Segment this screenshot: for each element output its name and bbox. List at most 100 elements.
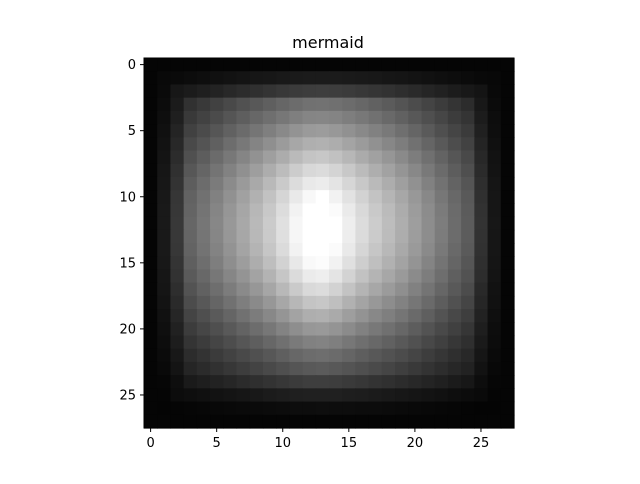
heatmap-cell: [395, 97, 409, 112]
heatmap-cell: [421, 137, 436, 152]
heatmap-cell: [276, 282, 290, 297]
heatmap-cell: [262, 388, 277, 403]
heatmap-cell: [421, 401, 436, 416]
heatmap-cell: [461, 269, 475, 284]
heatmap-cell: [196, 163, 211, 178]
heatmap-cell: [210, 229, 224, 244]
heatmap-cell: [315, 401, 330, 416]
heatmap-cell: [434, 71, 449, 86]
heatmap-cell: [196, 229, 211, 244]
heatmap-cell: [196, 84, 211, 99]
heatmap-cell: [381, 335, 396, 350]
heatmap-cell: [500, 243, 515, 257]
heatmap-cell: [461, 110, 475, 125]
heatmap-cell: [249, 216, 264, 231]
heatmap-cell: [447, 150, 462, 165]
heatmap-cell: [157, 282, 172, 297]
heatmap-cell: [183, 203, 198, 218]
heatmap-cell: [302, 84, 317, 99]
heatmap-cell: [236, 348, 251, 363]
heatmap-cell: [196, 150, 211, 165]
heatmap-cell: [368, 348, 383, 363]
heatmap-cell: [434, 124, 449, 138]
heatmap-cell: [276, 361, 290, 376]
heatmap-cell: [183, 361, 198, 376]
heatmap-cell: [381, 110, 396, 125]
heatmap-cell: [329, 322, 343, 337]
heatmap-cell: [262, 282, 277, 297]
heatmap-cell: [500, 124, 515, 138]
y-tick-label: 20: [119, 322, 136, 337]
heatmap-cell: [144, 176, 158, 191]
heatmap-cell: [144, 309, 158, 323]
heatmap-cell: [342, 71, 357, 86]
heatmap-cell: [249, 256, 264, 271]
heatmap-cell: [421, 176, 436, 191]
heatmap-cell: [408, 97, 423, 112]
heatmap-cell: [368, 414, 383, 429]
heatmap-cell: [447, 295, 462, 310]
heatmap-cell: [342, 84, 357, 99]
heatmap-cell: [289, 348, 304, 363]
heatmap-cell: [210, 124, 224, 138]
heatmap-cell: [329, 124, 343, 138]
heatmap-cell: [474, 243, 489, 257]
heatmap-cell: [434, 176, 449, 191]
heatmap-cell: [170, 243, 185, 257]
heatmap-cell: [170, 216, 185, 231]
heatmap-cell: [342, 229, 357, 244]
y-axis: 0 5 10 15 20 25: [119, 58, 144, 403]
heatmap-cell: [183, 282, 198, 297]
heatmap-cell: [249, 84, 264, 99]
heatmap-cell: [342, 110, 357, 125]
heatmap-cell: [474, 361, 489, 376]
heatmap-cell: [315, 229, 330, 244]
heatmap-cell: [434, 361, 449, 376]
heatmap-cell: [210, 348, 224, 363]
heatmap-cell: [210, 322, 224, 337]
heatmap-cell: [434, 84, 449, 99]
heatmap-cell: [183, 256, 198, 271]
heatmap-cell: [196, 176, 211, 191]
heatmap-cell: [434, 216, 449, 231]
heatmap-cell: [236, 335, 251, 350]
heatmap-cell: [302, 335, 317, 350]
heatmap-cell: [474, 322, 489, 337]
heatmap-cell: [447, 414, 462, 429]
heatmap-cell: [487, 348, 502, 363]
heatmap-cell: [434, 375, 449, 389]
heatmap-cell: [395, 84, 409, 99]
heatmap-cell: [408, 401, 423, 416]
y-tick-label: 15: [119, 256, 136, 271]
heatmap-cell: [170, 71, 185, 86]
heatmap-cell: [276, 163, 290, 178]
heatmap-cell: [355, 124, 370, 138]
heatmap-cell: [342, 243, 357, 257]
heatmap-cell: [289, 335, 304, 350]
heatmap-cell: [395, 137, 409, 152]
heatmap-cell: [461, 375, 475, 389]
heatmap-cell: [474, 375, 489, 389]
heatmap-cell: [289, 295, 304, 310]
heatmap-cell: [262, 295, 277, 310]
heatmap-cell: [289, 282, 304, 297]
heatmap-cell: [196, 322, 211, 337]
heatmap-cell: [487, 110, 502, 125]
heatmap-cell: [408, 58, 423, 72]
heatmap-cell: [447, 361, 462, 376]
heatmap-cell: [183, 322, 198, 337]
heatmap-cell: [183, 309, 198, 323]
heatmap-cell: [329, 137, 343, 152]
heatmap-cell: [474, 348, 489, 363]
heatmap-cell: [381, 71, 396, 86]
x-tick-label: 0: [146, 436, 154, 451]
heatmap-cell: [395, 282, 409, 297]
heatmap-cell: [434, 322, 449, 337]
heatmap-cell: [210, 190, 224, 204]
heatmap-cell: [421, 322, 436, 337]
heatmap-cell: [249, 401, 264, 416]
heatmap-cell: [302, 375, 317, 389]
heatmap-cell: [447, 124, 462, 138]
heatmap-cell: [434, 256, 449, 271]
heatmap-cell: [395, 348, 409, 363]
